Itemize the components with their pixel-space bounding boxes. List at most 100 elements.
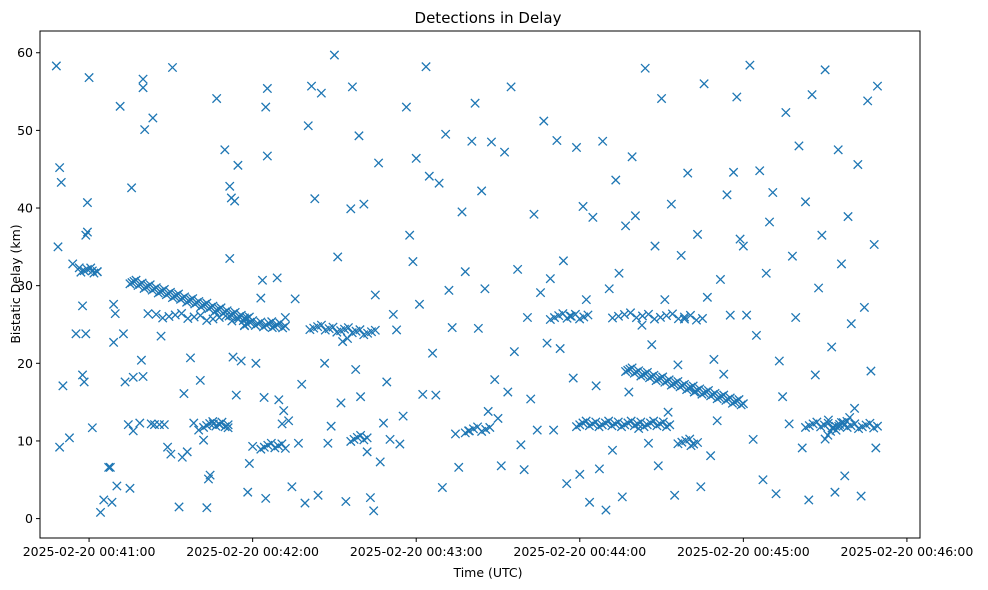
data-point [516, 440, 526, 450]
data-point [834, 421, 844, 432]
data-point [653, 461, 663, 471]
data-point [771, 489, 781, 499]
data-point [166, 449, 176, 459]
data-point [120, 377, 130, 387]
data-point [512, 264, 523, 275]
data-point [614, 268, 624, 278]
data-point [138, 74, 148, 84]
data-point [777, 392, 788, 402]
data-point [251, 358, 261, 368]
data-point [266, 438, 276, 448]
data-point [272, 273, 282, 283]
data-point [225, 181, 235, 191]
data-point [741, 310, 752, 320]
data-point [601, 505, 611, 515]
data-point [244, 458, 255, 469]
data-point [388, 309, 398, 320]
data-point [872, 421, 883, 431]
data-point [529, 209, 539, 219]
data-point [660, 377, 670, 387]
data-point [64, 433, 75, 443]
data-point [303, 121, 313, 131]
data-point [774, 356, 784, 366]
data-point [82, 227, 93, 237]
data-point [626, 416, 636, 426]
data-point [329, 50, 340, 60]
data-point [362, 447, 372, 457]
data-point [457, 207, 467, 217]
data-point [54, 162, 65, 173]
data-point [333, 252, 343, 262]
data-point [277, 419, 287, 429]
data-point [699, 79, 709, 89]
data-point [820, 65, 830, 75]
data-point [859, 302, 870, 313]
data-point [258, 322, 269, 332]
y-axis: 0 10 20 30 40 50 60 [17, 45, 40, 526]
data-point [624, 387, 634, 397]
data-point [850, 419, 860, 429]
data-point [195, 375, 205, 386]
data-point [434, 178, 444, 188]
data-point [712, 394, 722, 404]
data-point [709, 354, 719, 365]
data-point [146, 419, 156, 429]
data-point [496, 461, 506, 471]
data-point [198, 435, 209, 445]
data-point [355, 392, 366, 402]
data-point [217, 417, 227, 427]
data-point [267, 317, 277, 327]
data-point [692, 437, 703, 448]
data-point [712, 416, 722, 426]
data-point [721, 395, 731, 406]
data-point [115, 101, 125, 111]
data-point [673, 360, 683, 370]
data-point [79, 266, 89, 276]
data-point [690, 386, 701, 396]
data-point [323, 438, 333, 448]
data-point [95, 507, 106, 518]
y-tick-label: 50 [17, 123, 33, 138]
data-point [571, 142, 582, 153]
data-point [636, 371, 646, 381]
data-point [125, 483, 135, 493]
data-point [223, 420, 233, 430]
data-point [414, 299, 425, 309]
data-point [290, 294, 300, 304]
data-point [604, 284, 614, 294]
data-point [277, 323, 288, 333]
data-point [264, 318, 274, 329]
data-point [341, 496, 351, 507]
data-point [86, 263, 96, 273]
data-point [272, 320, 282, 330]
data-point [555, 343, 565, 354]
data-point [167, 62, 178, 73]
data-point [584, 497, 595, 507]
data-point [351, 364, 361, 375]
data-point [136, 355, 147, 365]
data-point [583, 310, 593, 320]
data-point [833, 145, 843, 155]
data-point [784, 419, 794, 429]
data-point [355, 430, 366, 441]
data-point [684, 383, 694, 394]
data-point [225, 253, 235, 264]
data-point [370, 325, 380, 335]
data-point [87, 423, 98, 433]
data-point [862, 96, 873, 106]
data-point [578, 201, 588, 212]
data-point [76, 267, 86, 277]
data-point [179, 388, 189, 399]
data-point [89, 268, 99, 278]
data-point [245, 317, 255, 327]
data-point [685, 434, 695, 444]
data-point [619, 309, 630, 320]
data-point [236, 356, 246, 366]
data-point [382, 377, 392, 387]
data-point [159, 419, 169, 430]
data-point [846, 319, 856, 329]
data-point [54, 442, 65, 452]
data-point [817, 230, 827, 240]
data-point [813, 283, 824, 293]
